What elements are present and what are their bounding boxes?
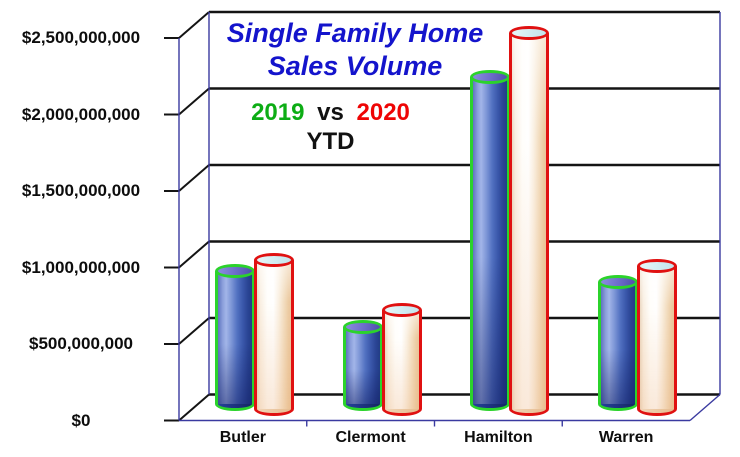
y-tick-depth-line	[178, 393, 210, 422]
floor-right-depth-line	[689, 393, 721, 422]
bar-2019-clermont-body	[342, 326, 383, 404]
chart-title: Single Family Home Sales Volume	[205, 17, 505, 83]
bar-2020-butler-top	[253, 252, 294, 267]
bar-2019-hamilton-top	[470, 70, 511, 85]
chart-title-line1: Single Family Home	[226, 18, 484, 48]
y-tick-depth-line	[178, 317, 210, 345]
y-tick-depth-line	[178, 11, 210, 39]
chart-title-line2: Sales Volume	[267, 51, 443, 81]
bar-2019-butler-top	[214, 263, 255, 278]
legend-series1-label: 2019	[251, 99, 305, 126]
legend-separator: vs	[317, 99, 344, 126]
x-axis-label-butler: Butler	[219, 429, 266, 446]
x-axis-label-warren: Warren	[598, 429, 654, 446]
y-axis-label: $2,500,000,000	[21, 28, 141, 47]
y-axis-label: $1,000,000,000	[21, 257, 141, 277]
chart-legend: 2019 vs 2020 YTD	[213, 98, 448, 156]
bar-2020-warren-body	[637, 265, 678, 409]
legend-series2-label: 2020	[356, 99, 410, 126]
y-tick-depth-line	[178, 164, 210, 192]
bar-2020-hamilton-top	[509, 26, 550, 41]
x-axis-label-hamilton: Hamilton	[464, 429, 533, 446]
bar-2020-clermont-body	[381, 309, 422, 409]
bar-2019-clermont-top	[342, 319, 383, 334]
bar-2020-butler-body	[253, 259, 294, 409]
bar-2020-warren-top	[637, 258, 678, 273]
bar-2019-butler-body	[214, 270, 255, 404]
bar-2020-clermont-top	[381, 302, 422, 317]
x-axis-label-clermont: Clermont	[335, 429, 406, 446]
bar-2019-hamilton-body	[470, 77, 511, 404]
bar-2019-warren-body	[598, 281, 639, 404]
y-tick-depth-line	[178, 240, 210, 269]
y-tick-depth-line	[178, 87, 210, 116]
y-axis-label: $0	[71, 410, 91, 430]
bar-2020-hamilton-body	[509, 33, 550, 409]
y-axis-label: $500,000,000	[29, 334, 133, 353]
bar-2019-warren-top	[598, 274, 639, 289]
y-axis-label: $2,000,000,000	[21, 104, 141, 124]
y-axis-label: $1,500,000,000	[21, 181, 141, 200]
legend-line1: 2019 vs 2020	[213, 98, 448, 127]
legend-period-label: YTD	[306, 128, 355, 155]
